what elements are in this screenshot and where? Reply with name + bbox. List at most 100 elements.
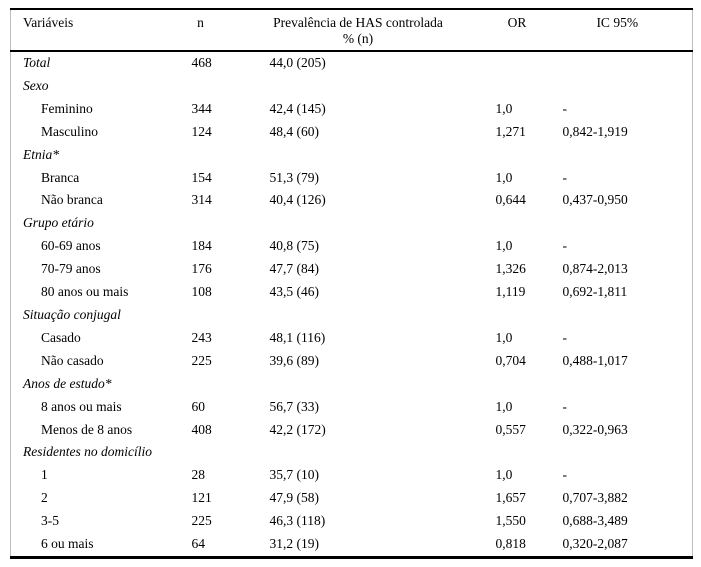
cell-prevalence: 47,9 (58)	[269, 490, 320, 506]
cell-prevalence	[251, 373, 466, 396]
cell-n: 124	[191, 123, 212, 139]
col-header-or: OR	[465, 9, 551, 52]
cell-variable-label: Masculino	[41, 123, 98, 139]
cell-prevalence: 48,1 (116)	[269, 329, 326, 345]
cell-variable-label: Etnia*	[23, 146, 59, 162]
cell-variable-label: Não casado	[41, 352, 104, 368]
table-row: Anos de estudo*	[11, 373, 693, 396]
cell-or: 1,119	[495, 284, 526, 300]
cell-n: 408	[191, 421, 212, 437]
cell-n	[181, 304, 251, 327]
cell-ci: -	[562, 238, 568, 254]
cell-prevalence: 35,7 (10)	[269, 467, 320, 483]
table-row: 8 anos ou mais 60 56,7 (33) 1,0 -	[11, 396, 693, 419]
cell-prevalence: 44,0 (205)	[269, 55, 326, 70]
cell-n	[181, 212, 251, 235]
cell-or: 1,0	[495, 398, 513, 414]
cell-or: 0,557	[495, 421, 526, 437]
cell-ci	[551, 304, 693, 327]
cell-prevalence: 48,4 (60)	[269, 123, 320, 139]
cell-prevalence: 46,3 (118)	[269, 513, 326, 529]
header-row: Variáveis n Prevalência de HAS controlad…	[10, 9, 693, 52]
cell-prevalence: 42,4 (145)	[269, 100, 326, 116]
cell-prevalence: 40,4 (126)	[269, 192, 326, 208]
cell-or	[466, 304, 551, 327]
cell-prevalence	[251, 144, 466, 167]
cell-ci: 0,322-0,963	[562, 421, 628, 437]
table-row: 3-5 225 46,3 (118) 1,550 0,688-3,489	[11, 510, 693, 533]
cell-ci: 0,688-3,489	[562, 513, 628, 529]
cell-n	[181, 75, 251, 98]
table-row: Situação conjugal	[11, 304, 693, 327]
cell-ci: 0,707-3,882	[562, 490, 628, 506]
cell-variable-label: Residentes no domicílio	[23, 444, 152, 460]
cell-variable-label: 60-69 anos	[41, 238, 101, 254]
cell-n: 243	[191, 329, 212, 345]
cell-prevalence: 56,7 (33)	[269, 398, 320, 414]
table-body: Total 468 44,0 (205) Sexo Feminino 344 42,4 (1…	[11, 51, 693, 557]
cell-n: 314	[191, 192, 212, 208]
cell-or: 1,550	[495, 513, 526, 529]
cell-ci	[551, 441, 693, 464]
cell-n: 121	[191, 490, 212, 506]
table-row: Etnia*	[11, 144, 693, 167]
cell-n: 225	[191, 352, 212, 368]
cell-n: 225	[191, 513, 212, 529]
cell-prevalence	[251, 212, 466, 235]
col-header-n: n	[180, 9, 251, 52]
cell-variable-label: 3-5	[41, 513, 59, 529]
results-table: Variáveis n Prevalência de HAS controlad…	[10, 8, 693, 559]
cell-n: 468	[191, 55, 212, 70]
cell-or	[466, 144, 551, 167]
cell-variable-label: 2	[41, 490, 48, 506]
cell-variable-label: 80 anos ou mais	[41, 284, 129, 300]
cell-n: 344	[191, 100, 212, 116]
cell-n	[181, 373, 251, 396]
col-header-prevalence-line1: Prevalência de HAS controlada	[273, 15, 443, 30]
cell-ci: 0,488-1,017	[562, 352, 628, 368]
cell-ci	[551, 144, 693, 167]
cell-prevalence: 42,2 (172)	[269, 421, 326, 437]
cell-or	[466, 441, 551, 464]
cell-or: 1,0	[495, 100, 513, 116]
table-row: Branca 154 51,3 (79) 1,0 -	[11, 167, 693, 190]
cell-n: 108	[191, 284, 212, 300]
cell-ci: 0,842-1,919	[562, 123, 628, 139]
table-header: Variáveis n Prevalência de HAS controlad…	[10, 9, 693, 52]
cell-prevalence: 31,2 (19)	[269, 536, 320, 552]
cell-prevalence: 40,8 (75)	[269, 238, 320, 254]
cell-prevalence	[251, 75, 466, 98]
cell-variable-label: Situação conjugal	[23, 306, 121, 322]
table-row: 80 anos ou mais 108 43,5 (46) 1,119 0,692-1,…	[11, 281, 693, 304]
cell-n: 154	[191, 169, 212, 185]
col-header-variables: Variáveis	[10, 9, 181, 52]
cell-variable-label: 70-79 anos	[41, 261, 101, 277]
table-row: Residentes no domicílio	[11, 441, 693, 464]
cell-or: 1,0	[495, 238, 513, 254]
cell-variable-label: Total	[23, 55, 51, 70]
cell-or: 1,0	[495, 467, 513, 483]
cell-n: 184	[191, 238, 212, 254]
cell-or	[466, 212, 551, 235]
cell-or	[466, 373, 551, 396]
cell-ci: 0,692-1,811	[562, 284, 628, 300]
table-row: Menos de 8 anos 408 42,2 (172) 0,557 0,322-0…	[11, 419, 693, 442]
table-row: Grupo etário	[11, 212, 693, 235]
table-row: Total 468 44,0 (205)	[11, 51, 693, 75]
cell-ci: 0,874-2,013	[562, 261, 628, 277]
cell-n	[181, 144, 251, 167]
cell-ci: -	[562, 329, 568, 345]
cell-or: 1,0	[495, 329, 513, 345]
cell-or: 1,0	[495, 169, 513, 185]
cell-variable-label: Feminino	[41, 100, 93, 116]
table-row: Casado 243 48,1 (116) 1,0 -	[11, 327, 693, 350]
cell-n: 28	[191, 467, 206, 483]
cell-variable-label: Grupo etário	[23, 215, 94, 231]
cell-prevalence: 43,5 (46)	[269, 284, 320, 300]
cell-variable-label: Anos de estudo*	[23, 375, 112, 391]
cell-variable-label: 6 ou mais	[41, 536, 94, 552]
table-row: 6 ou mais 64 31,2 (19) 0,818 0,320-2,087	[11, 533, 693, 557]
cell-variable-label: Branca	[41, 169, 80, 185]
table-row: 60-69 anos 184 40,8 (75) 1,0 -	[11, 235, 693, 258]
